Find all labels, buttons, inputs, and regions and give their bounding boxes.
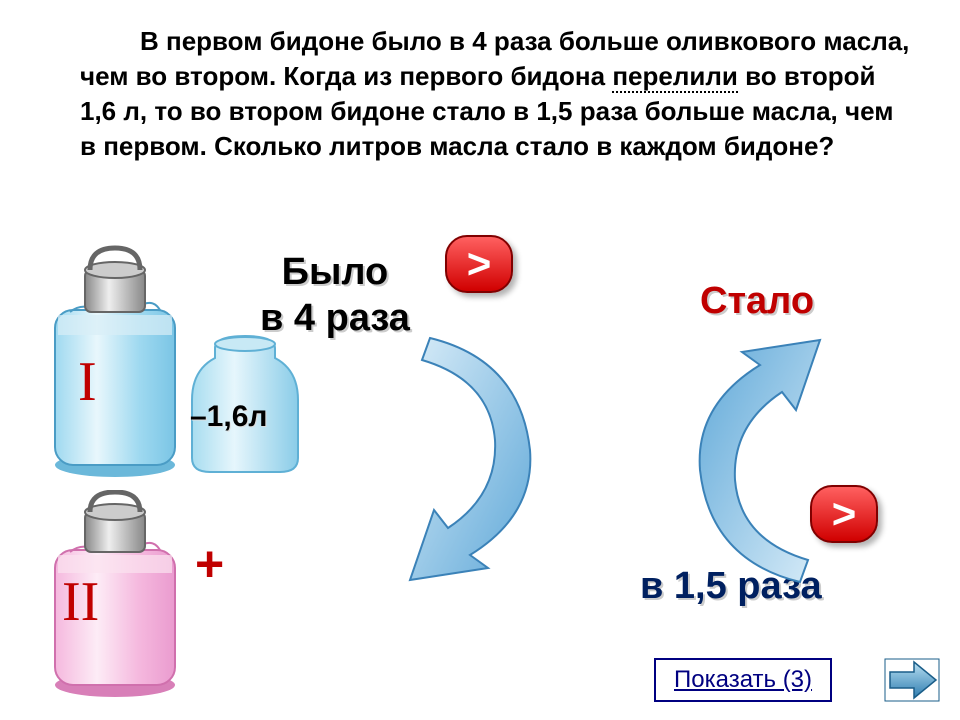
- curved-arrow-down: [350, 330, 570, 595]
- can-1-label: I: [78, 350, 97, 414]
- can-1-illustration: [40, 240, 190, 485]
- gt-icon: >: [467, 240, 492, 288]
- show-button-label: Показать (3): [674, 666, 812, 693]
- jar-amount-text: –1,6л: [190, 400, 267, 434]
- curved-arrow-up: [660, 330, 880, 595]
- was-word: Было: [282, 251, 389, 293]
- next-nav-button[interactable]: [884, 658, 940, 702]
- became-label: Стало: [700, 280, 814, 323]
- problem-text: В первом бидоне было в 4 раза больше оли…: [80, 24, 910, 164]
- can-2-label: II: [62, 570, 99, 634]
- plus-sign: +: [195, 535, 224, 593]
- compare-button-was[interactable]: >: [445, 235, 513, 293]
- problem-underlined: перелили: [612, 61, 738, 93]
- show-button[interactable]: Показать (3): [654, 658, 832, 702]
- was-label: Было в 4 раза: [260, 250, 410, 341]
